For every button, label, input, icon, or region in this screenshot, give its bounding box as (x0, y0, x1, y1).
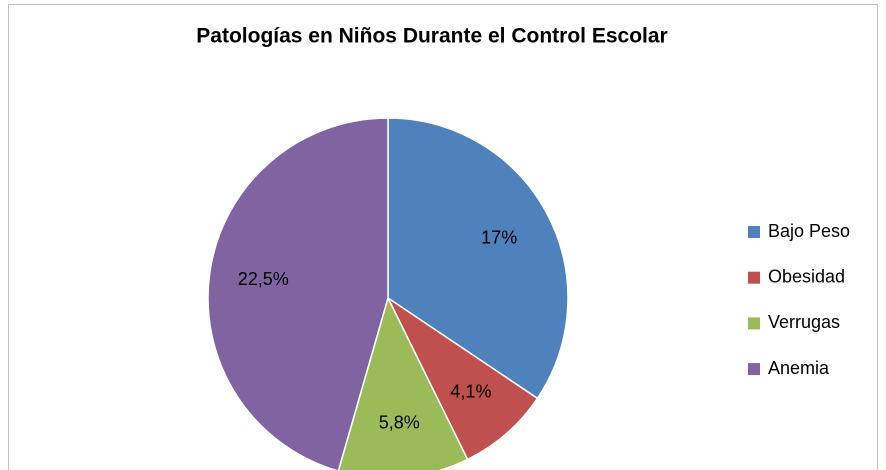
data-label: 17% (481, 227, 517, 247)
data-label: 4,1% (450, 382, 491, 402)
pie-slice (337, 295, 469, 470)
legend-label: Verrugas (768, 312, 840, 332)
legend-swatch (748, 363, 760, 376)
pie-slice (386, 295, 539, 461)
data-label: 22,5% (238, 269, 289, 289)
legend-label: Anemia (768, 358, 830, 378)
chart-title: Patologías en Niños Durante el Control E… (196, 25, 667, 48)
legend-swatch (748, 271, 760, 284)
data-label: 5,8% (379, 412, 420, 432)
pie-slice (387, 117, 569, 400)
legend-label: Bajo Peso (768, 221, 850, 241)
pie-slice (207, 117, 389, 470)
legend-label: Obesidad (768, 266, 845, 286)
legend-swatch (748, 317, 760, 330)
legend-swatch (748, 226, 760, 238)
